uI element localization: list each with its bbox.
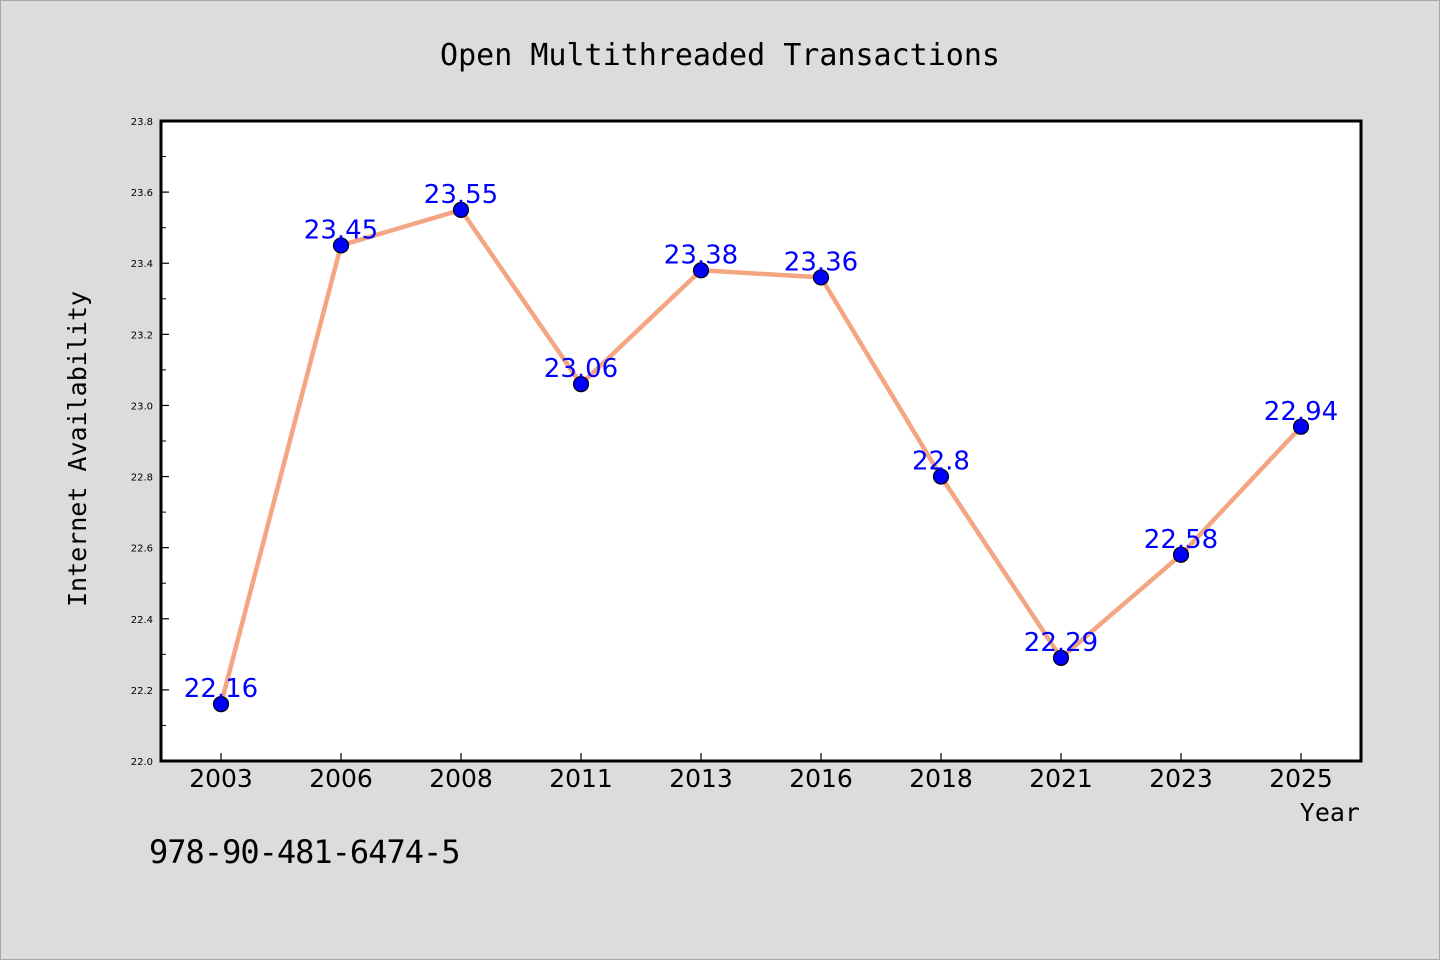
y-tick-label: 23.2 — [131, 330, 153, 341]
data-label: 23.38 — [664, 240, 738, 270]
x-tick-label: 2016 — [789, 764, 853, 793]
x-tick-label: 2003 — [189, 764, 253, 793]
x-tick-label: 2018 — [909, 764, 973, 793]
data-point — [332, 237, 350, 254]
isbn-text: 978-90-481-6474-5 — [149, 833, 461, 871]
x-tick-label: 2013 — [669, 764, 733, 793]
y-tick-label: 23.6 — [131, 188, 153, 199]
data-label: 23.06 — [544, 354, 618, 384]
x-tick-label: 2008 — [429, 764, 493, 793]
data-point — [452, 201, 470, 218]
data-label: 23.55 — [424, 180, 498, 210]
x-tick-label: 2006 — [309, 764, 373, 793]
x-tick-label: 2021 — [1029, 764, 1093, 793]
y-tick-label: 22.8 — [131, 473, 153, 484]
plot-area — [159, 119, 1363, 763]
data-label: 22.16 — [184, 674, 258, 704]
data-point — [692, 262, 710, 279]
data-label: 22.58 — [1144, 525, 1218, 555]
y-axis-label: Internet Availability — [63, 291, 92, 607]
data-label: 22.29 — [1024, 628, 1098, 658]
x-tick-label: 2011 — [549, 764, 613, 793]
data-point — [1052, 649, 1070, 666]
data-label: 23.45 — [304, 215, 378, 245]
data-point — [212, 696, 230, 713]
data-label: 23.36 — [784, 247, 858, 277]
y-tick-label: 23.8 — [131, 117, 153, 128]
y-tick-label: 22.0 — [131, 757, 153, 768]
y-tick-label: 23.0 — [131, 401, 153, 412]
chart-title: Open Multithreaded Transactions — [440, 38, 1000, 73]
x-axis: 2003 2006 2008 2011 2013 2016 2018 2021 2023 2025 — [189, 753, 1333, 793]
y-axis: 22.0 22.2 22.4 22.6 22.8 23.0 23.2 23.4 23.6 23.8 — [131, 117, 169, 768]
x-tick-label: 2025 — [1269, 764, 1333, 793]
data-points — [212, 201, 1310, 713]
data-point — [1172, 546, 1190, 563]
data-labels: 22.16 23.45 23.55 23.06 23.38 23.36 22.8 22.29 2… — [184, 180, 1338, 704]
data-point — [1292, 418, 1310, 435]
x-tick-label: 2023 — [1149, 764, 1213, 793]
y-tick-label: 23.4 — [131, 259, 153, 270]
data-label: 22.94 — [1264, 397, 1338, 427]
y-tick-label: 22.6 — [131, 544, 153, 555]
y-tick-label: 22.4 — [131, 615, 153, 626]
y-tick-label: 22.2 — [131, 686, 153, 697]
x-axis-label: Year — [1300, 798, 1360, 827]
data-point — [932, 468, 950, 485]
data-point — [812, 269, 830, 286]
data-point — [572, 376, 590, 393]
data-label: 22.8 — [912, 447, 970, 477]
series-line — [218, 207, 1303, 705]
